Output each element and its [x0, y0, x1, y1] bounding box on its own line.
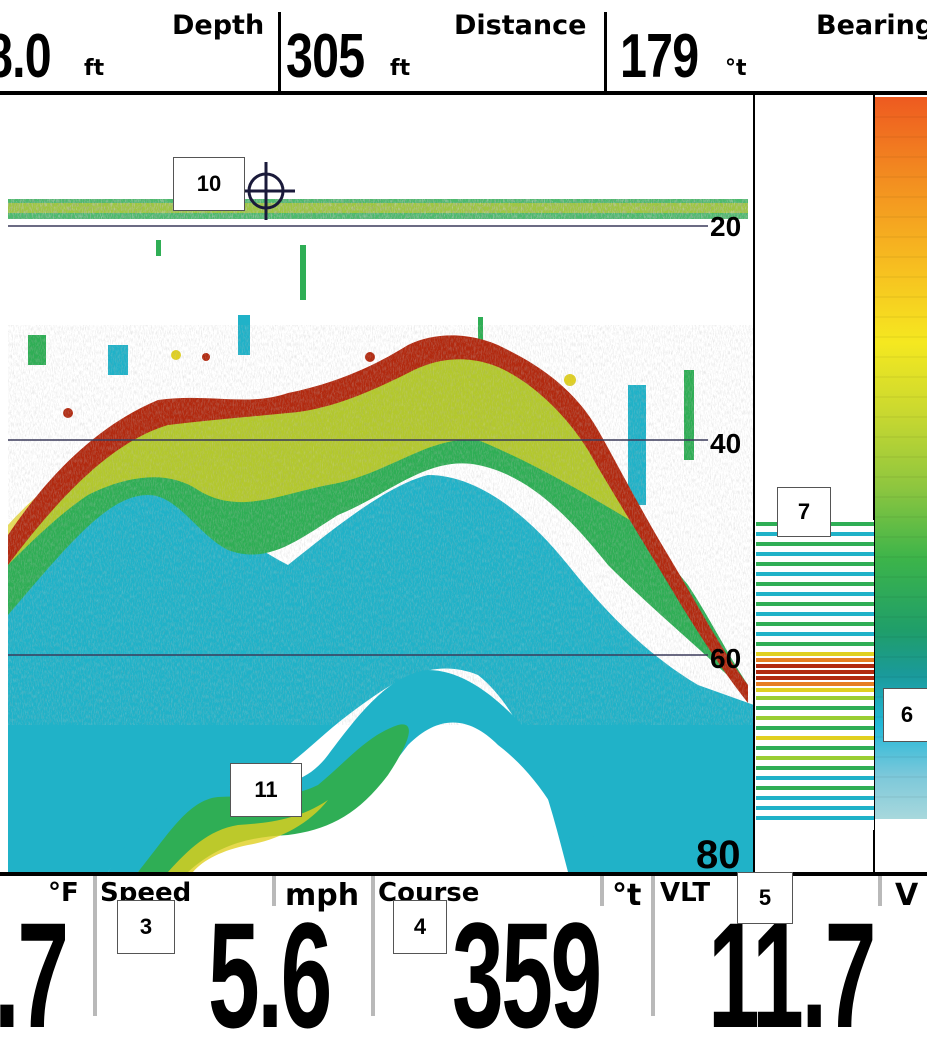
temperature-value: .7 — [0, 891, 69, 1047]
bottom-divider-2 — [272, 876, 276, 906]
voltage-label: VLT — [660, 878, 711, 908]
depth-label-20: 20 — [710, 211, 741, 242]
callout-6: 6 — [883, 688, 927, 742]
bottom-divider-1 — [93, 876, 97, 1016]
bearing-value: 179 — [620, 22, 699, 91]
voltage-value: 11.7 — [708, 891, 876, 1047]
readout-depth-value-group: 8.0 ft Depth — [0, 0, 280, 91]
crosshair-cursor-icon — [237, 162, 295, 220]
depth-value: 8.0 — [0, 22, 52, 91]
callout-4: 4 — [393, 900, 447, 954]
distance-label: Distance — [454, 10, 587, 41]
top-divider-1 — [278, 12, 281, 91]
depth-label: Depth — [172, 10, 265, 41]
course-value: 359 — [452, 891, 602, 1047]
bottom-divider-3 — [371, 876, 375, 1016]
callout-10: 10 — [173, 157, 245, 211]
voltage-unit: V — [895, 878, 919, 913]
temperature-unit: °F — [48, 878, 79, 908]
speed-unit: mph — [285, 878, 360, 913]
depth-label-40: 40 — [710, 428, 741, 459]
readout-distance-group: 305 ft Distance — [282, 0, 606, 91]
top-readout-bar: 8.0 ft Depth 305 ft Distance 179 °t Bear… — [0, 0, 927, 95]
bearing-label: Bearing — [816, 10, 927, 41]
distance-value: 305 — [286, 22, 365, 91]
realtime-sonar-bar — [756, 520, 874, 830]
bottom-divider-6 — [878, 876, 882, 906]
callout-11: 11 — [230, 763, 302, 817]
depth-unit: ft — [84, 56, 105, 81]
sonar-history-view: 20 40 60 80 — [8, 95, 754, 872]
bottom-divider-5 — [651, 876, 655, 1016]
readout-bearing-group: 179 °t Bearing — [608, 0, 927, 91]
distance-unit: ft — [390, 56, 411, 81]
depth-label-60: 60 — [710, 643, 741, 674]
bottom-divider-4 — [600, 876, 604, 906]
course-unit: °t — [612, 878, 642, 913]
depth-label-80: 80 — [696, 833, 741, 872]
colorbar-left-divider — [873, 95, 875, 872]
callout-7: 7 — [777, 487, 831, 537]
callout-3: 3 — [117, 900, 175, 954]
callout-5: 5 — [737, 872, 793, 924]
top-divider-2 — [604, 12, 607, 91]
sonar-right-divider — [753, 95, 755, 872]
speed-value: 5.6 — [208, 891, 332, 1047]
bearing-unit: °t — [725, 56, 747, 81]
